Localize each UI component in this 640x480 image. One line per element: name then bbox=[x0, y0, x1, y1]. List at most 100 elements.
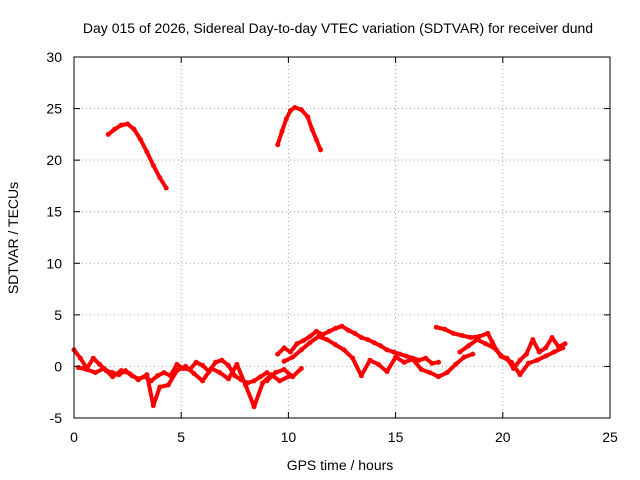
data-point bbox=[517, 357, 523, 363]
data-point bbox=[281, 358, 287, 364]
data-point bbox=[500, 354, 506, 360]
data-point bbox=[275, 142, 281, 148]
data-point bbox=[444, 370, 450, 376]
data-point bbox=[315, 334, 321, 339]
data-point bbox=[410, 356, 416, 362]
data-point bbox=[453, 361, 459, 367]
data-point bbox=[251, 404, 257, 410]
data-point bbox=[260, 380, 266, 386]
data-point bbox=[530, 337, 536, 343]
data-point bbox=[491, 345, 497, 351]
data-point bbox=[118, 122, 124, 128]
data-point bbox=[333, 325, 339, 331]
data-point bbox=[562, 341, 568, 347]
data-point bbox=[466, 343, 471, 349]
data-point bbox=[264, 370, 270, 376]
data-point bbox=[225, 376, 231, 382]
data-point bbox=[298, 107, 304, 113]
data-point bbox=[298, 366, 304, 371]
data-point bbox=[155, 373, 161, 379]
data-point bbox=[281, 345, 287, 351]
data-point bbox=[101, 366, 107, 371]
data-point bbox=[275, 351, 281, 357]
data-point bbox=[483, 341, 489, 347]
data-point bbox=[309, 126, 315, 132]
x-tick-labels: 0 5 10 15 20 25 bbox=[70, 429, 618, 445]
data-point bbox=[144, 149, 150, 155]
y-tick-label: 20 bbox=[46, 152, 62, 168]
data-point bbox=[470, 351, 476, 357]
data-point bbox=[75, 365, 81, 370]
data-point bbox=[290, 374, 296, 380]
data-point bbox=[365, 337, 371, 343]
data-point bbox=[92, 370, 98, 376]
y-tick-label: 5 bbox=[54, 307, 62, 323]
y-tick-labels: -5 0 5 10 15 20 25 30 bbox=[46, 49, 62, 426]
data-point bbox=[292, 105, 298, 110]
data-point bbox=[508, 359, 514, 365]
data-point bbox=[283, 116, 289, 122]
data-point bbox=[217, 370, 223, 376]
data-point bbox=[97, 361, 103, 367]
data-point bbox=[157, 175, 163, 181]
data-point bbox=[324, 337, 330, 343]
data-point bbox=[543, 345, 549, 351]
data-point bbox=[138, 137, 143, 142]
data-point bbox=[345, 327, 351, 333]
x-tick-label: 10 bbox=[281, 429, 297, 445]
y-tick-label: 30 bbox=[46, 49, 62, 65]
data-point bbox=[157, 384, 163, 390]
data-point bbox=[393, 354, 399, 360]
data-point bbox=[436, 359, 441, 365]
data-point bbox=[84, 367, 90, 372]
data-point bbox=[536, 349, 542, 355]
data-point bbox=[165, 382, 171, 388]
data-point bbox=[371, 340, 377, 346]
data-point bbox=[384, 347, 390, 353]
x-tick-label: 25 bbox=[602, 429, 618, 445]
data-point bbox=[523, 351, 529, 357]
data-point bbox=[193, 359, 199, 365]
data-point bbox=[200, 378, 206, 384]
data-point bbox=[118, 368, 124, 374]
data-point bbox=[391, 349, 396, 355]
data-point bbox=[219, 357, 225, 363]
data-point bbox=[258, 374, 263, 380]
data-point bbox=[127, 371, 133, 377]
plot-frame bbox=[73, 56, 611, 419]
data-point bbox=[352, 330, 358, 336]
data-point bbox=[163, 185, 169, 191]
chart-title: Day 015 of 2026, Sidereal Day-to-day VTE… bbox=[83, 20, 593, 36]
data-point bbox=[551, 349, 557, 355]
data-point bbox=[125, 121, 131, 127]
data-point bbox=[375, 361, 381, 367]
data-point bbox=[251, 378, 257, 384]
data-point bbox=[403, 353, 409, 359]
data-point bbox=[418, 367, 424, 372]
series-arc-high-1 bbox=[106, 122, 169, 190]
data-point bbox=[339, 323, 345, 329]
y-tick-label: 15 bbox=[46, 204, 62, 220]
data-point bbox=[333, 342, 339, 348]
data-point bbox=[341, 347, 347, 353]
data-point bbox=[313, 137, 319, 142]
y-tick-label: 10 bbox=[46, 255, 62, 271]
data-point bbox=[288, 108, 293, 114]
data-point bbox=[234, 361, 240, 367]
x-tick-label: 20 bbox=[495, 429, 511, 445]
data-point bbox=[135, 377, 141, 383]
data-point bbox=[150, 403, 156, 409]
x-tick-label: 15 bbox=[388, 429, 404, 445]
data-point bbox=[264, 378, 270, 384]
data-point bbox=[174, 368, 180, 374]
data-point bbox=[294, 341, 300, 347]
data-point bbox=[307, 334, 313, 339]
data-point bbox=[427, 370, 433, 376]
x-axis-label: GPS time / hours bbox=[287, 457, 394, 473]
data-point bbox=[300, 338, 306, 344]
data-point bbox=[401, 359, 407, 365]
data-point bbox=[183, 363, 188, 369]
data-point bbox=[298, 347, 304, 353]
data-point bbox=[397, 351, 403, 357]
data-point bbox=[468, 335, 474, 340]
